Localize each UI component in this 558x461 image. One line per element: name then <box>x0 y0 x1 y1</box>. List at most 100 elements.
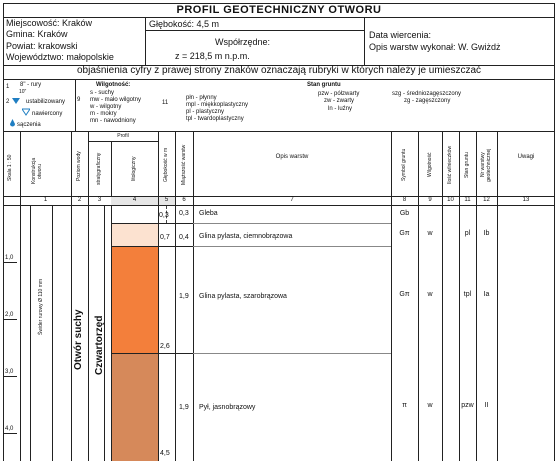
layer-symbol: Gb <box>399 210 410 217</box>
col-header-depth: Głębokość w m <box>163 147 169 183</box>
legend-text: w - wilgotny <box>90 104 122 110</box>
depth-field: Głębokość: 4,5 m <box>149 19 220 29</box>
layer-moisture: w <box>427 402 433 409</box>
page-title: PROFIL GEOTECHNICZNY OTWORU <box>176 4 382 16</box>
row-divider <box>193 353 391 354</box>
scale-tick <box>3 262 17 263</box>
casing-label: Świder rurowy Ø 110 mm <box>38 278 44 336</box>
province-field: Województwo: małopolskie <box>6 52 114 62</box>
col-line <box>418 131 419 461</box>
col-header-litho: litologiczny <box>131 156 137 182</box>
col-header-thickness: Miąższość warstw <box>181 144 187 186</box>
legend-text: płn - płynny <box>186 95 217 101</box>
seepage-icon <box>10 119 15 127</box>
water-level-icon <box>12 98 20 104</box>
col-number: 1 <box>43 197 48 203</box>
legend-text: tpl - twardoplastyczny <box>186 116 244 122</box>
layer-thickness: 0,4 <box>179 234 189 241</box>
layer-boundary <box>111 353 193 354</box>
scale-tick <box>3 319 17 320</box>
lithology-layer-4 <box>112 353 158 461</box>
layer-description: Gleba <box>199 210 218 217</box>
col-line <box>88 131 89 461</box>
legend-banner: objaśnienia cyfry z prawej strony znaków… <box>76 65 482 76</box>
litho-number-cell <box>111 197 158 205</box>
divider <box>3 131 555 132</box>
col-line <box>442 131 443 461</box>
divider <box>75 79 76 131</box>
layer-symbol: Gπ <box>399 291 410 298</box>
legend-text: szg - średniozagęszczony <box>392 91 462 97</box>
lithology-layer-3 <box>112 246 158 353</box>
legend-text: sączenia <box>17 122 41 128</box>
legend-text: 9 <box>77 97 81 103</box>
col-number: 5 <box>164 197 169 203</box>
layer-symbol: π <box>402 402 407 409</box>
legend-text: ustabilizowany <box>26 99 66 105</box>
col-header-symbol: Symbol gruntu <box>401 148 407 182</box>
col-number: 9 <box>428 197 432 203</box>
municipality-field: Gmina: Kraków <box>6 29 68 39</box>
col-number: 13 <box>522 197 530 203</box>
col-header-remarks: Uwagi <box>517 154 535 160</box>
legend-text: pzw - półzwarty <box>318 91 360 97</box>
col-line <box>497 131 498 461</box>
hole-status-label: Otwór suchy <box>73 309 84 371</box>
legend-text: mpl - miękkoplastyczny <box>186 102 249 108</box>
col-line <box>476 131 477 461</box>
layer-depth: 4,5 <box>160 450 170 457</box>
layer-state: tpl <box>463 291 472 298</box>
divider <box>3 79 555 80</box>
layer-depth: 0,3 <box>159 212 169 219</box>
divider <box>3 196 555 197</box>
col-header-plasticity: Ilość wilnieczków <box>447 145 453 185</box>
layer-thickness: 1,9 <box>179 293 189 300</box>
col-line <box>20 131 21 461</box>
lithology-layer-2 <box>112 223 158 246</box>
scale-tick-label: 4,0 <box>5 426 14 432</box>
col-header-profile: Profil <box>117 133 129 139</box>
layer-description: Pył, jasnobrązowy <box>199 404 256 411</box>
legend-text: 8" - rury <box>20 82 42 88</box>
col-number: 6 <box>182 197 186 203</box>
legend-title: Stan gruntu <box>307 82 341 88</box>
drilling-date-field: Data wiercenia: <box>369 30 432 40</box>
legend-text: pl - plastyczny <box>186 109 225 115</box>
legend-text: s - suchy <box>90 90 115 96</box>
col-header-water: Poziom wody <box>76 151 82 181</box>
col-header-construction: Konstrukcja otworu <box>31 157 43 185</box>
strat-bar-line <box>104 206 105 461</box>
col-line <box>391 131 392 461</box>
col-line <box>175 131 176 461</box>
layer-geotech-no: Ia <box>483 291 490 298</box>
row-divider <box>193 223 391 224</box>
layer-thickness: 0,3 <box>179 210 189 217</box>
legend-text: 1 <box>6 84 10 90</box>
col-number: 12 <box>483 197 490 203</box>
legend-text: 10" <box>19 89 27 95</box>
scale-tick-label: 2,0 <box>5 312 14 318</box>
author-field: Opis warstw wykonał: W. Gwiżdż <box>369 42 501 52</box>
casing-wall-right <box>52 205 53 461</box>
col-number: 10 <box>447 197 454 203</box>
divider <box>3 65 555 66</box>
layer-description: Glina pylasta, ciemnobrązowa <box>199 233 293 240</box>
col-line <box>71 131 72 461</box>
layer-thickness: 1,9 <box>179 404 189 411</box>
water-struck-icon <box>22 108 30 116</box>
col-number: 4 <box>132 197 137 203</box>
depth-number-cell <box>159 197 175 205</box>
row-divider <box>193 246 391 247</box>
legend-text: m - mokry <box>90 111 117 117</box>
col-header-scale: Skala 1 : 50 <box>7 154 13 182</box>
scale-tick <box>3 376 17 377</box>
layer-geotech-no: II <box>484 402 489 409</box>
layer-moisture: w <box>427 291 433 298</box>
scale-tick <box>3 433 17 434</box>
divider <box>3 205 555 206</box>
col-number: 8 <box>402 197 407 203</box>
col-number: 3 <box>97 197 102 203</box>
layer-depth: 2,6 <box>160 343 170 350</box>
sheet-frame <box>3 3 555 461</box>
casing-wall-left <box>30 205 31 461</box>
